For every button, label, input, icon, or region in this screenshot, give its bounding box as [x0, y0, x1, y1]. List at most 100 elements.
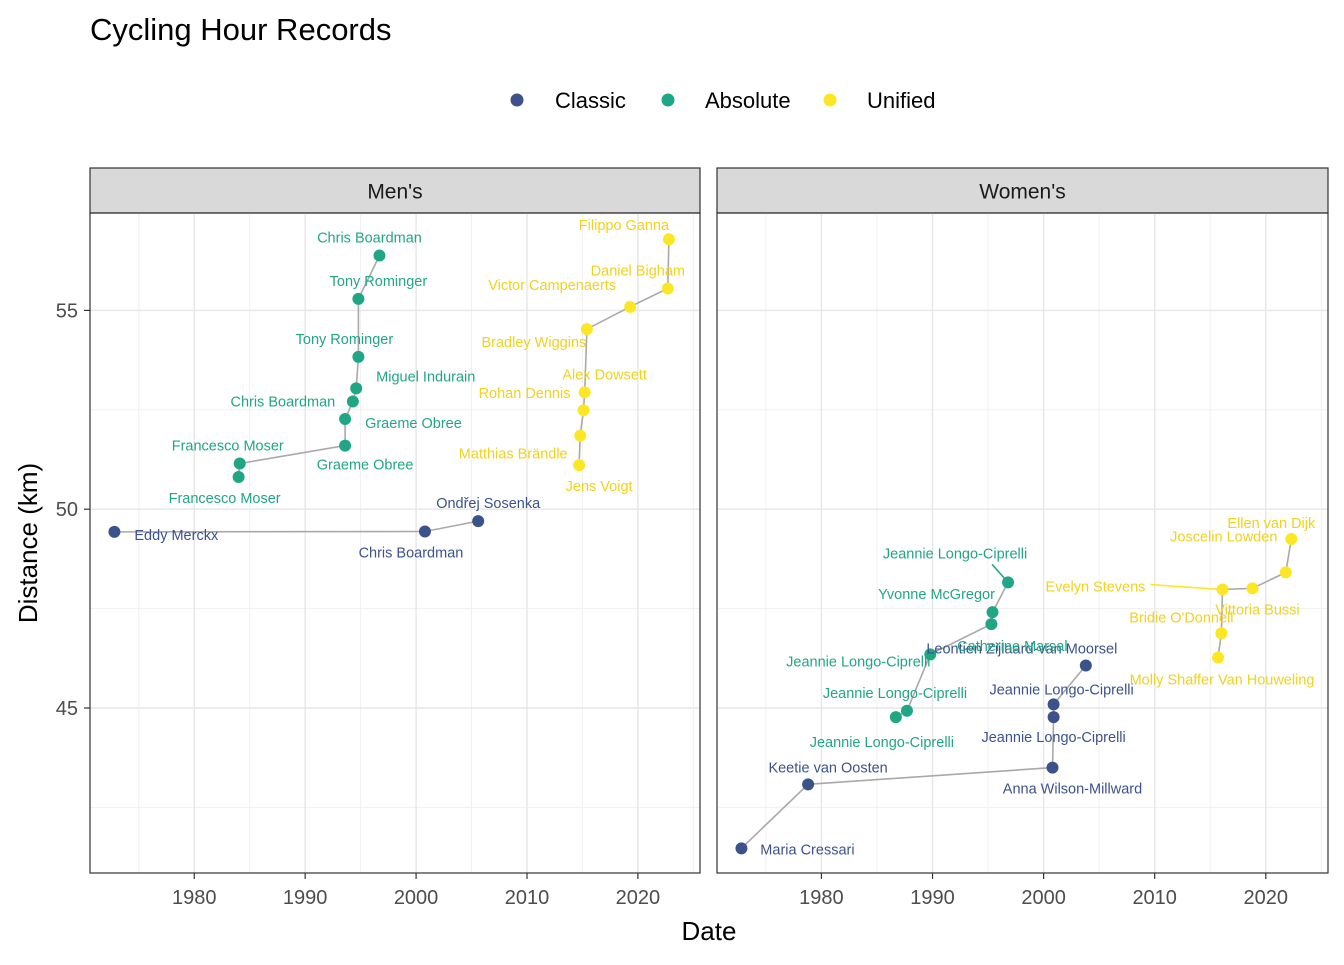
data-point-unified	[624, 300, 637, 313]
data-label: Keetie van Oosten	[768, 760, 887, 776]
data-label: Joscelin Lowden	[1170, 529, 1277, 545]
data-point-classic	[472, 515, 485, 528]
data-point-absolute	[900, 704, 913, 717]
data-point-unified	[1212, 651, 1225, 664]
legend-label-classic: Classic	[555, 88, 626, 113]
data-label: Tony Rominger	[330, 274, 428, 290]
data-label: Jeannie Longo-Ciprelli	[883, 546, 1027, 562]
x-tick-label: 1990	[910, 887, 955, 909]
panel-grid	[90, 213, 700, 873]
legend-label-absolute: Absolute	[705, 88, 791, 113]
data-label: Chris Boardman	[317, 231, 422, 247]
data-point-unified	[1216, 583, 1229, 596]
data-point-classic	[108, 525, 121, 538]
x-tick-label: 2010	[505, 887, 550, 909]
data-point-classic	[418, 525, 431, 538]
data-point-absolute	[233, 457, 246, 470]
data-label: Bradley Wiggins	[481, 335, 586, 351]
data-label: Rohan Dennis	[479, 386, 571, 402]
data-point-absolute	[986, 606, 999, 619]
data-point-absolute	[924, 648, 937, 661]
data-point-classic	[1046, 761, 1059, 774]
x-axis-label: Date	[682, 916, 737, 946]
x-tick-label: 1980	[172, 887, 217, 909]
data-point-classic	[1047, 711, 1060, 724]
data-point-unified	[1215, 627, 1228, 640]
data-label: Francesco Moser	[169, 491, 281, 507]
legend-key-classic	[510, 93, 524, 107]
data-point-unified	[578, 386, 591, 399]
data-point-classic	[1079, 659, 1092, 672]
data-label: Jeannie Longo-Ciprelli	[786, 654, 930, 670]
data-label: Daniel Bigham	[591, 264, 685, 280]
x-tick-label: 2020	[1244, 887, 1289, 909]
series-line-classic	[740, 664, 1087, 849]
data-label: Jens Voigt	[566, 479, 633, 495]
data-point-absolute	[1002, 576, 1015, 589]
x-tick-label: 2010	[1132, 887, 1177, 909]
panel-border	[716, 212, 1329, 874]
data-point-unified	[577, 404, 590, 417]
data-point-absolute	[339, 439, 352, 452]
y-tick-label: 50	[56, 499, 78, 521]
data-label: Alex Dowsett	[562, 367, 647, 383]
data-point-absolute	[889, 711, 902, 724]
data-label: Chris Boardman	[359, 545, 464, 561]
data-label: Jeannie Longo-Ciprelli	[989, 682, 1133, 698]
x-tick-label: 1990	[283, 887, 328, 909]
y-tick-label: 45	[56, 698, 78, 720]
chart-title: Cycling Hour Records	[90, 12, 392, 47]
panel-womens: Women's Maria Cressari Keetie van Oosten An…	[716, 167, 1329, 909]
x-tick-label: 2020	[616, 887, 661, 909]
panel-strip-label: Men's	[367, 181, 422, 204]
data-label: Tony Rominger	[296, 332, 394, 348]
data-label: Miguel Indurain	[376, 369, 475, 385]
data-point-unified	[1246, 582, 1259, 595]
y-axis-label: Distance (km)	[13, 463, 43, 623]
data-point-unified	[573, 459, 586, 472]
data-point-unified	[662, 233, 675, 246]
data-label: Matthias Brändle	[459, 447, 568, 463]
data-point-unified	[1285, 533, 1298, 546]
data-label: Anna Wilson-Millward	[1003, 782, 1142, 798]
legend-key-absolute	[661, 93, 675, 107]
data-point-absolute	[352, 292, 365, 305]
data-point-unified	[661, 282, 674, 295]
data-label: Evelyn Stevens	[1045, 580, 1145, 596]
data-label: Vittoria Bussi	[1215, 602, 1299, 618]
data-label: Chris Boardman	[230, 394, 335, 410]
data-point-unified	[574, 429, 587, 442]
panel-grid	[717, 213, 1328, 873]
legend: Classic Absolute Unified	[510, 88, 935, 113]
data-label: Jeannie Longo-Ciprelli	[981, 730, 1125, 746]
data-point-absolute	[346, 395, 359, 408]
data-point-absolute	[232, 471, 245, 483]
data-label: Catherine Marsal	[957, 639, 1067, 655]
x-tick-label: 2000	[394, 887, 439, 909]
data-point-classic	[802, 778, 815, 791]
data-label: Filippo Ganna	[579, 218, 670, 234]
data-label: Yvonne McGregor	[878, 587, 995, 603]
data-point-unified	[580, 323, 593, 336]
data-label: Leontien Zijlaard-van Moorsel	[926, 641, 1117, 657]
data-label: Maria Cressari	[760, 842, 854, 858]
data-label: Graeme Obree	[365, 416, 462, 432]
data-point-classic	[1047, 698, 1060, 711]
data-label: Jeannie Longo-Ciprelli	[810, 735, 954, 751]
label-leader-line	[1150, 583, 1223, 591]
legend-label-unified: Unified	[867, 88, 935, 113]
data-point-classic	[735, 842, 748, 855]
panel-border	[89, 212, 701, 874]
data-point-absolute	[350, 382, 363, 395]
data-point-absolute	[352, 350, 365, 363]
data-point-absolute	[339, 412, 352, 425]
legend-key-unified	[823, 93, 837, 107]
data-label: Eddy Merckx	[134, 528, 219, 544]
data-label: Ondřej Sosenka	[436, 496, 541, 512]
data-label: Molly Shaffer Van Houweling	[1130, 673, 1315, 689]
data-point-absolute	[373, 249, 386, 262]
data-label: Francesco Moser	[172, 438, 284, 454]
